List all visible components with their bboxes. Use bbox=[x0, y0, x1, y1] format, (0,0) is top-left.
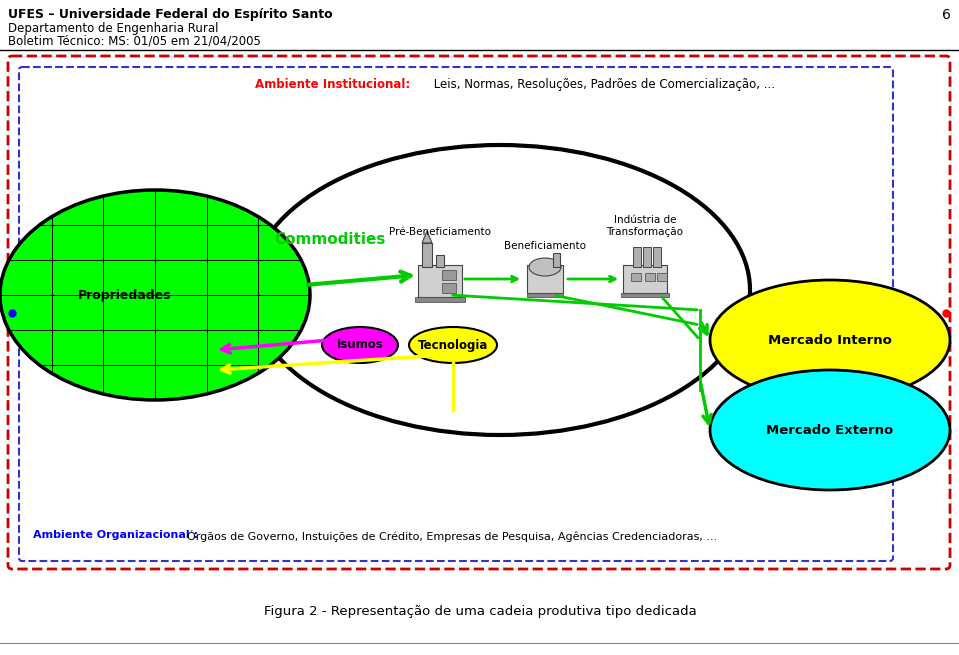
FancyBboxPatch shape bbox=[8, 56, 950, 569]
Ellipse shape bbox=[710, 280, 950, 400]
Bar bbox=[442, 270, 456, 280]
Bar bbox=[415, 297, 465, 302]
Bar bbox=[442, 283, 456, 293]
Ellipse shape bbox=[322, 327, 398, 363]
Text: Ambiente Institucional:: Ambiente Institucional: bbox=[255, 78, 410, 91]
Ellipse shape bbox=[710, 370, 950, 490]
Bar bbox=[527, 293, 563, 297]
Text: Órgãos de Governo, Instuições de Crédito, Empresas de Pesquisa, Agências Credenc: Órgãos de Governo, Instuições de Crédito… bbox=[187, 530, 717, 542]
Text: Mercado Externo: Mercado Externo bbox=[766, 424, 894, 436]
Bar bbox=[633, 247, 641, 267]
Ellipse shape bbox=[529, 258, 561, 276]
Text: Indústria de
Transformação: Indústria de Transformação bbox=[606, 215, 684, 237]
Bar bbox=[645, 273, 655, 281]
Bar bbox=[621, 293, 669, 297]
Bar bbox=[631, 273, 641, 281]
Text: Ambiente Organizacional :: Ambiente Organizacional : bbox=[33, 530, 198, 540]
Text: Beneficiamento: Beneficiamento bbox=[504, 241, 586, 251]
Text: Tecnologia: Tecnologia bbox=[418, 339, 488, 352]
Bar bbox=[418, 265, 462, 297]
Text: Boletim Técnico: MS: 01/05 em 21/04/2005: Boletim Técnico: MS: 01/05 em 21/04/2005 bbox=[8, 35, 261, 48]
Text: 6: 6 bbox=[942, 8, 951, 22]
Text: Leis, Normas, Resoluções, Padrões de Comercialização, ...: Leis, Normas, Resoluções, Padrões de Com… bbox=[430, 78, 775, 91]
Text: Isumos: Isumos bbox=[337, 339, 384, 352]
Text: Commodities: Commodities bbox=[274, 233, 386, 248]
Text: Mercado Interno: Mercado Interno bbox=[768, 333, 892, 346]
Text: Propriedades: Propriedades bbox=[79, 288, 172, 301]
Text: Pré-Beneficiamento: Pré-Beneficiamento bbox=[389, 227, 491, 237]
Bar bbox=[643, 247, 651, 267]
Text: Figura 2 - Representação de uma cadeia produtiva tipo dedicada: Figura 2 - Representação de uma cadeia p… bbox=[264, 605, 696, 618]
Bar bbox=[527, 265, 563, 293]
Bar bbox=[623, 265, 667, 293]
Bar bbox=[653, 247, 661, 267]
Bar bbox=[553, 253, 560, 267]
Bar bbox=[422, 243, 432, 267]
Text: Departamento de Engenharia Rural: Departamento de Engenharia Rural bbox=[8, 22, 219, 35]
Bar bbox=[657, 273, 667, 281]
Ellipse shape bbox=[409, 327, 497, 363]
Bar bbox=[436, 255, 444, 267]
Text: UFES – Universidade Federal do Espírito Santo: UFES – Universidade Federal do Espírito … bbox=[8, 8, 333, 21]
Ellipse shape bbox=[0, 190, 310, 400]
Polygon shape bbox=[422, 231, 432, 243]
